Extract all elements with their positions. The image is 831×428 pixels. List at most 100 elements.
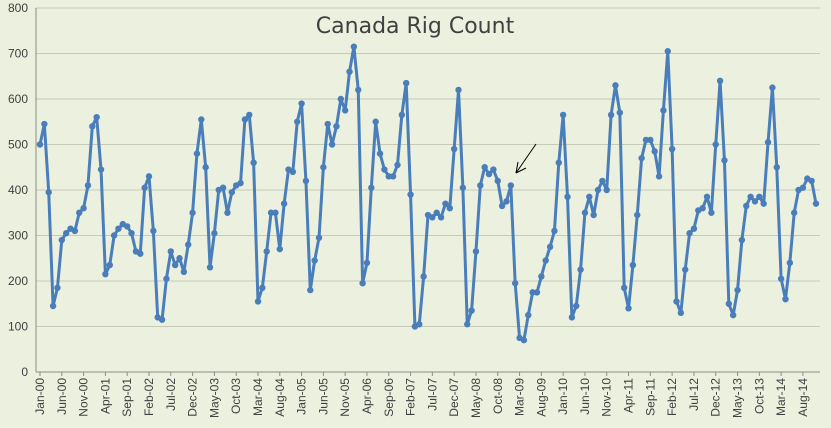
x-tick-label: Jul-07	[425, 378, 439, 411]
data-point	[420, 273, 427, 280]
data-point	[586, 193, 593, 201]
arrow-head-right	[515, 167, 527, 174]
data-point	[254, 298, 262, 305]
data-point	[145, 173, 153, 180]
x-tick-label: Aug-04	[273, 378, 287, 417]
data-point	[743, 202, 750, 210]
data-point	[581, 209, 589, 216]
data-point	[594, 186, 602, 194]
data-point	[315, 234, 323, 241]
data-point	[62, 230, 70, 237]
data-point	[764, 139, 772, 146]
data-point	[54, 284, 61, 292]
data-point	[202, 164, 209, 171]
data-point	[507, 182, 515, 189]
data-point	[464, 321, 471, 328]
data-point	[89, 123, 96, 130]
data-point	[368, 184, 375, 191]
x-tick-label: Sep-01	[120, 378, 134, 417]
data-point	[180, 268, 188, 276]
data-point	[533, 289, 541, 296]
data-point	[171, 261, 179, 269]
data-point	[777, 275, 785, 282]
data-point	[747, 193, 754, 201]
data-point	[503, 198, 510, 205]
data-point	[263, 248, 270, 255]
x-tick-label: Feb-12	[665, 378, 679, 416]
data-point	[607, 111, 615, 119]
x-tick-label: Jul-12	[687, 378, 701, 411]
data-point	[660, 107, 667, 114]
x-tick-label: May-13	[731, 378, 745, 418]
data-point	[699, 205, 706, 212]
data-point	[721, 157, 728, 164]
y-tick-label: 800	[8, 1, 28, 15]
y-tick-label: 700	[8, 47, 28, 61]
data-point	[738, 236, 746, 244]
data-point	[211, 230, 218, 237]
x-tick-label: Apr-01	[98, 378, 112, 414]
data-point	[442, 200, 449, 207]
data-point	[36, 141, 44, 148]
chart-title: Canada Rig Count	[316, 14, 515, 39]
x-tick-label: Jun-05	[316, 378, 330, 415]
data-point	[102, 270, 109, 278]
data-point	[808, 177, 815, 185]
x-axis-tick-labels: Jan-00 Jun-00 Nov-00 Apr-01 Sep-01 Feb-02 Jul-…	[33, 372, 810, 418]
data-point	[577, 266, 584, 273]
data-point	[246, 111, 253, 119]
y-tick-label: 200	[8, 274, 28, 288]
data-point	[407, 191, 414, 198]
data-point	[128, 230, 135, 237]
data-point	[376, 150, 384, 157]
x-tick-label: Jun-10	[578, 378, 592, 415]
data-point	[237, 179, 244, 187]
data-point	[616, 109, 624, 116]
data-point	[193, 150, 201, 157]
data-point	[49, 302, 57, 310]
data-point	[756, 193, 763, 201]
data-point	[106, 261, 113, 269]
data-point	[703, 193, 711, 201]
y-tick-label: 400	[8, 183, 28, 197]
x-tick-label: Jun-00	[55, 378, 69, 415]
data-point	[389, 173, 397, 180]
data-point	[359, 280, 366, 287]
x-tick-label: Jan-00	[33, 378, 47, 415]
data-point	[346, 68, 353, 75]
data-point	[241, 116, 249, 123]
data-point	[599, 177, 606, 185]
data-point	[259, 284, 266, 292]
data-point	[189, 209, 196, 216]
data-point	[573, 302, 580, 310]
data-point	[734, 286, 741, 294]
data-point	[158, 316, 166, 323]
data-point	[141, 184, 148, 191]
data-point	[773, 164, 780, 171]
data-point	[568, 314, 576, 321]
data-point	[45, 189, 52, 196]
data-point	[651, 148, 658, 155]
x-tick-label: Feb-02	[142, 378, 156, 416]
data-point	[298, 100, 305, 107]
data-point	[355, 86, 362, 94]
x-tick-label: Nov-00	[77, 378, 91, 417]
x-tick-label: Dec-12	[709, 378, 723, 417]
data-point	[198, 116, 205, 123]
x-tick-label: May-08	[469, 378, 483, 418]
x-tick-label: Aug-14	[796, 378, 810, 417]
data-point	[472, 248, 480, 255]
x-tick-label: Aug-09	[534, 378, 548, 417]
data-point	[542, 257, 549, 264]
data-point	[167, 248, 174, 255]
x-tick-label: Jan-05	[295, 378, 309, 415]
data-point	[490, 166, 497, 173]
data-point	[625, 305, 632, 312]
x-tick-label: Jul-02	[164, 378, 178, 411]
data-point	[403, 79, 410, 87]
data-point	[328, 141, 336, 148]
y-axis-tick-labels: 0 100 200 300 400 500 600 700 800	[8, 1, 28, 379]
data-point	[163, 275, 170, 282]
data-point	[372, 118, 379, 125]
